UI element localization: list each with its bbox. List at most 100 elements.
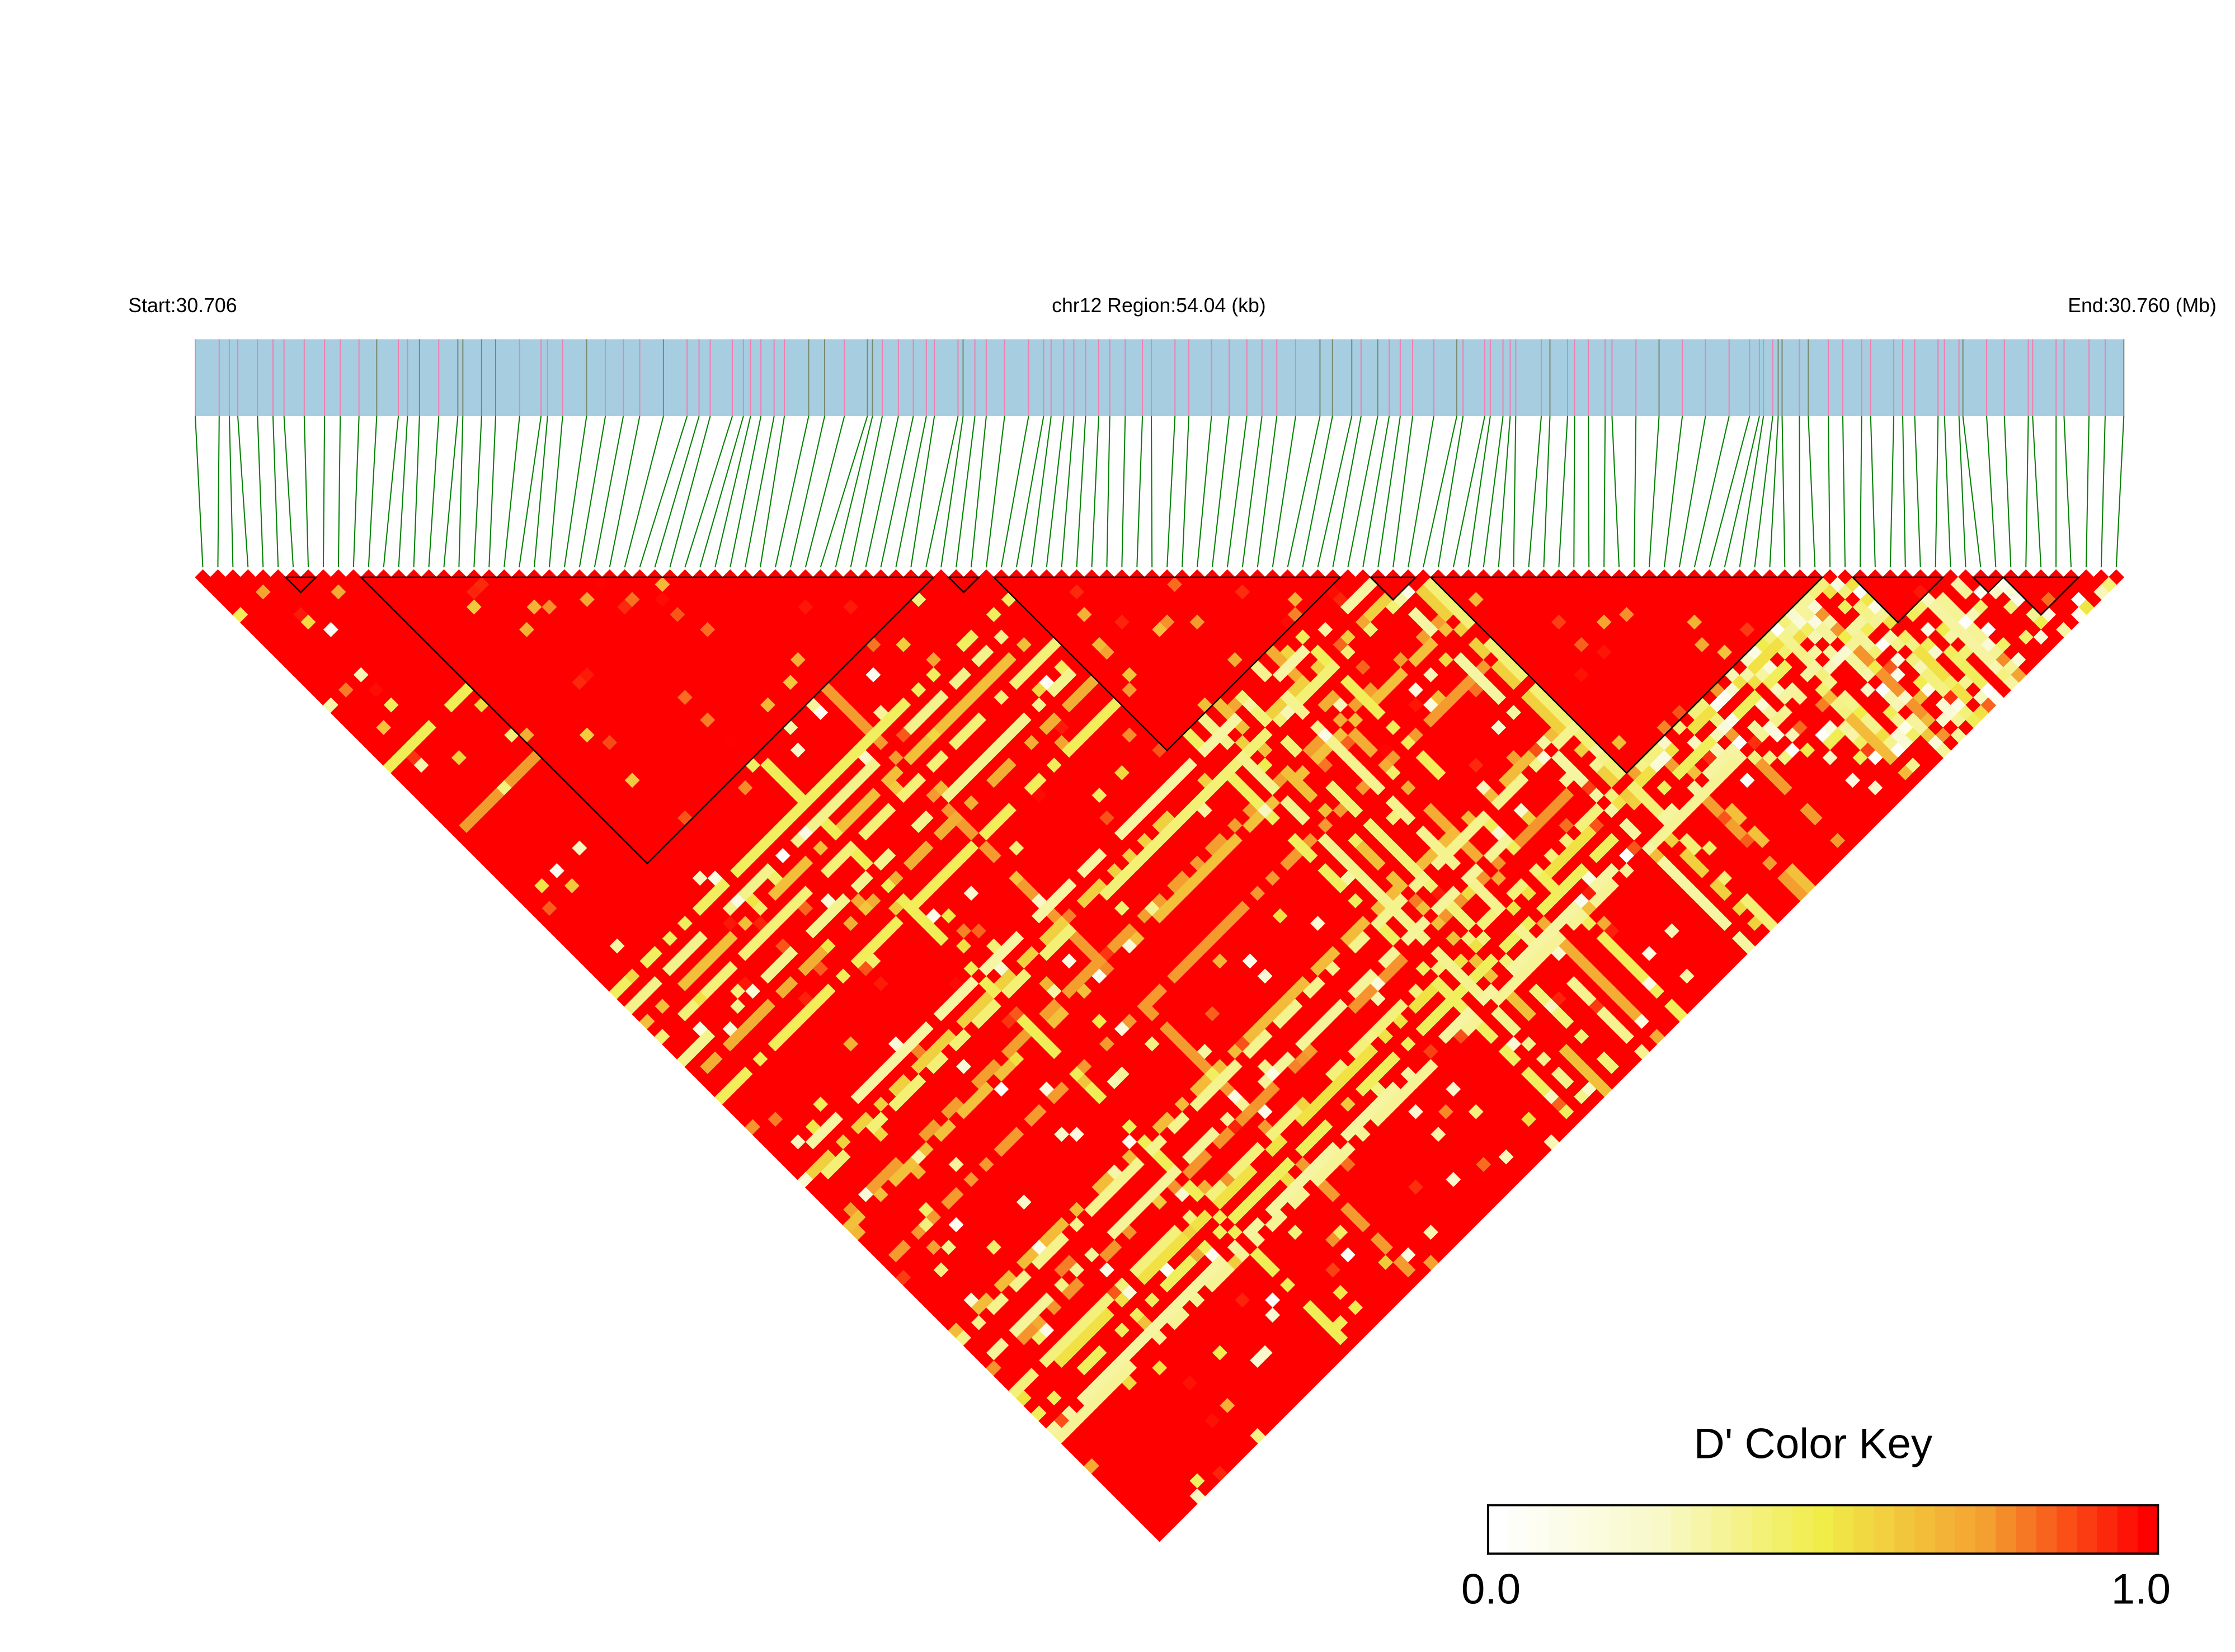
ld-cell xyxy=(745,622,761,638)
snp-connector-line xyxy=(303,416,309,568)
ld-cell xyxy=(1347,667,1363,684)
snp-connector-line xyxy=(368,416,378,568)
ld-cell xyxy=(1347,607,1363,623)
ld-cell xyxy=(925,637,942,653)
snp-connector-line xyxy=(473,416,482,568)
ld-cell xyxy=(1279,599,1296,615)
ld-cell xyxy=(255,569,271,586)
ld-cell xyxy=(858,660,874,676)
snp-connector-line xyxy=(1603,416,1606,568)
snp-connector-line xyxy=(880,416,914,568)
ld-cell xyxy=(1182,652,1198,669)
ld-cell xyxy=(247,622,264,638)
snp-connector-line xyxy=(1332,416,1362,568)
ld-cell xyxy=(1249,584,1265,601)
ld-cell xyxy=(850,577,867,593)
ld-cell xyxy=(752,614,769,630)
ld-cell xyxy=(948,660,964,676)
snp-connector-line xyxy=(1151,416,1153,568)
snp-connector-line xyxy=(985,416,1005,568)
ld-cell xyxy=(933,614,949,630)
snp-connector-line xyxy=(2100,416,2106,568)
snp-connector-line xyxy=(563,416,587,568)
snp-connector-line xyxy=(383,416,399,568)
snp-connector-line xyxy=(1724,416,1760,568)
snp-connector-line xyxy=(971,416,987,568)
snp-connector-line xyxy=(1226,416,1248,568)
snp-connector-line xyxy=(1827,416,1831,568)
ld-cell xyxy=(1031,652,1047,669)
snp-connector-line xyxy=(2085,416,2090,568)
ld-cell xyxy=(1038,660,1055,676)
ld-cell xyxy=(760,652,776,669)
ld-cell xyxy=(858,629,874,646)
ld-cell xyxy=(1114,614,1130,630)
ld-cell xyxy=(925,622,942,638)
snp-connector-line xyxy=(910,416,935,568)
ld-cell xyxy=(1347,652,1363,669)
ld-cell xyxy=(1362,652,1378,669)
ld-cell xyxy=(232,577,249,593)
gene-region-bar xyxy=(195,339,2124,416)
ld-cell xyxy=(1129,599,1145,615)
ld-cell xyxy=(940,637,957,653)
ld-cell xyxy=(933,569,949,586)
snp-connector-line xyxy=(398,416,408,568)
snp-connector-line xyxy=(352,416,360,568)
snp-connector-line xyxy=(1121,416,1126,568)
ld-cell xyxy=(1023,614,1039,630)
ld-cell xyxy=(1182,667,1198,684)
ld-cell xyxy=(933,644,949,661)
ld-cell xyxy=(752,629,769,646)
ld-cell xyxy=(1151,577,1168,593)
ld-cell xyxy=(1362,607,1378,623)
ld-cell xyxy=(858,599,874,615)
ld-cell xyxy=(760,622,776,638)
snp-connector-line xyxy=(548,416,563,568)
ld-cell xyxy=(1151,667,1168,684)
ld-cell xyxy=(1347,622,1363,638)
snp-connector-line xyxy=(850,416,883,568)
ld-cell xyxy=(940,652,957,669)
ld-cell xyxy=(1430,644,1447,661)
snp-connector-line xyxy=(337,416,341,568)
snp-connector-line xyxy=(1588,416,1590,568)
snp-connector-line xyxy=(1091,416,1099,568)
snp-connector-line xyxy=(624,416,664,568)
ld-cell xyxy=(948,644,964,661)
snp-connector-line xyxy=(1513,416,1517,568)
ld-cell xyxy=(948,629,964,646)
ld-cell xyxy=(1114,660,1130,676)
snp-connector-line xyxy=(1377,416,1401,568)
snp-connector-line xyxy=(283,416,294,568)
ld-cell xyxy=(1264,660,1281,676)
snp-connector-line xyxy=(1076,416,1086,568)
snp-connector-line xyxy=(1962,416,1982,568)
ld-cell xyxy=(850,622,867,638)
ld-cell xyxy=(1023,599,1039,615)
snp-connector-line xyxy=(228,416,234,568)
snp-connector-line xyxy=(1015,416,1044,568)
snp-connector-line xyxy=(2063,416,2072,568)
ld-cell xyxy=(1249,614,1265,630)
snp-connector-line xyxy=(1528,416,1542,568)
snp-connector-line xyxy=(443,416,459,568)
ld-cell xyxy=(760,607,776,623)
ld-cell xyxy=(1038,644,1055,661)
ld-cell xyxy=(1031,577,1047,593)
ld-cell xyxy=(1038,614,1055,630)
ld-cell xyxy=(1114,629,1130,646)
snp-connector-line xyxy=(488,416,496,568)
snp-connector-line xyxy=(1166,416,1176,568)
ld-cell xyxy=(315,569,332,586)
snp-connector-line xyxy=(257,416,264,568)
ld-cell xyxy=(1279,584,1296,601)
snp-connector-line xyxy=(699,416,744,568)
ld-cell xyxy=(1129,614,1145,630)
ld-cell xyxy=(850,637,867,653)
region-title: chr12 Region:54.04 (kb) xyxy=(1052,294,1266,317)
ld-cell xyxy=(1264,584,1281,601)
snp-connector-line xyxy=(428,416,440,568)
ld-cell xyxy=(835,607,851,623)
